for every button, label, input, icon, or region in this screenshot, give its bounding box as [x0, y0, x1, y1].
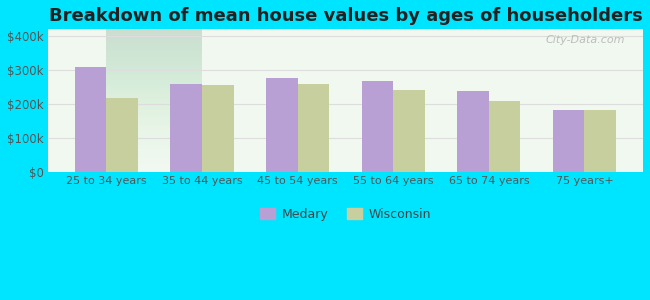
Bar [584, 110, 616, 172]
Bar [170, 84, 202, 172]
Bar [361, 81, 393, 172]
Bar [298, 84, 329, 172]
Bar [75, 67, 107, 172]
Text: City-Data.com: City-Data.com [546, 35, 625, 45]
Bar [393, 89, 424, 172]
Bar [553, 110, 584, 172]
Bar [107, 98, 138, 172]
Bar [457, 91, 489, 172]
Legend: Medary, Wisconsin: Medary, Wisconsin [255, 203, 436, 226]
Bar [489, 101, 521, 172]
Title: Breakdown of mean house values by ages of householders: Breakdown of mean house values by ages o… [49, 7, 642, 25]
Bar [202, 85, 233, 172]
Bar [266, 78, 298, 172]
